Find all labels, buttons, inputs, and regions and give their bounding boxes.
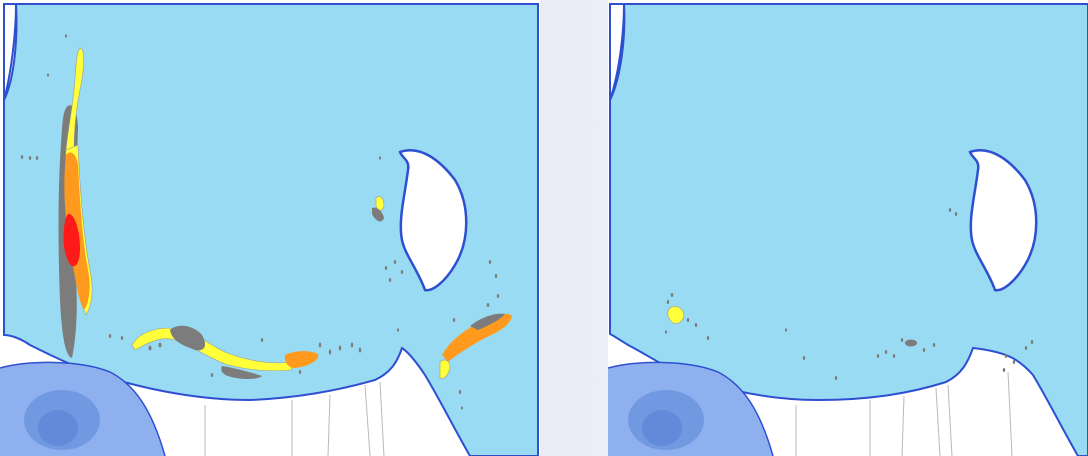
map-panel-right[interactable] [608,0,1088,456]
deep-core-inner [642,410,682,446]
map-left-svg [0,0,540,456]
blob-gray [905,340,917,347]
deep-core-inner [38,410,78,446]
map-panel-left[interactable] [0,0,540,456]
map-right-svg [608,0,1088,456]
